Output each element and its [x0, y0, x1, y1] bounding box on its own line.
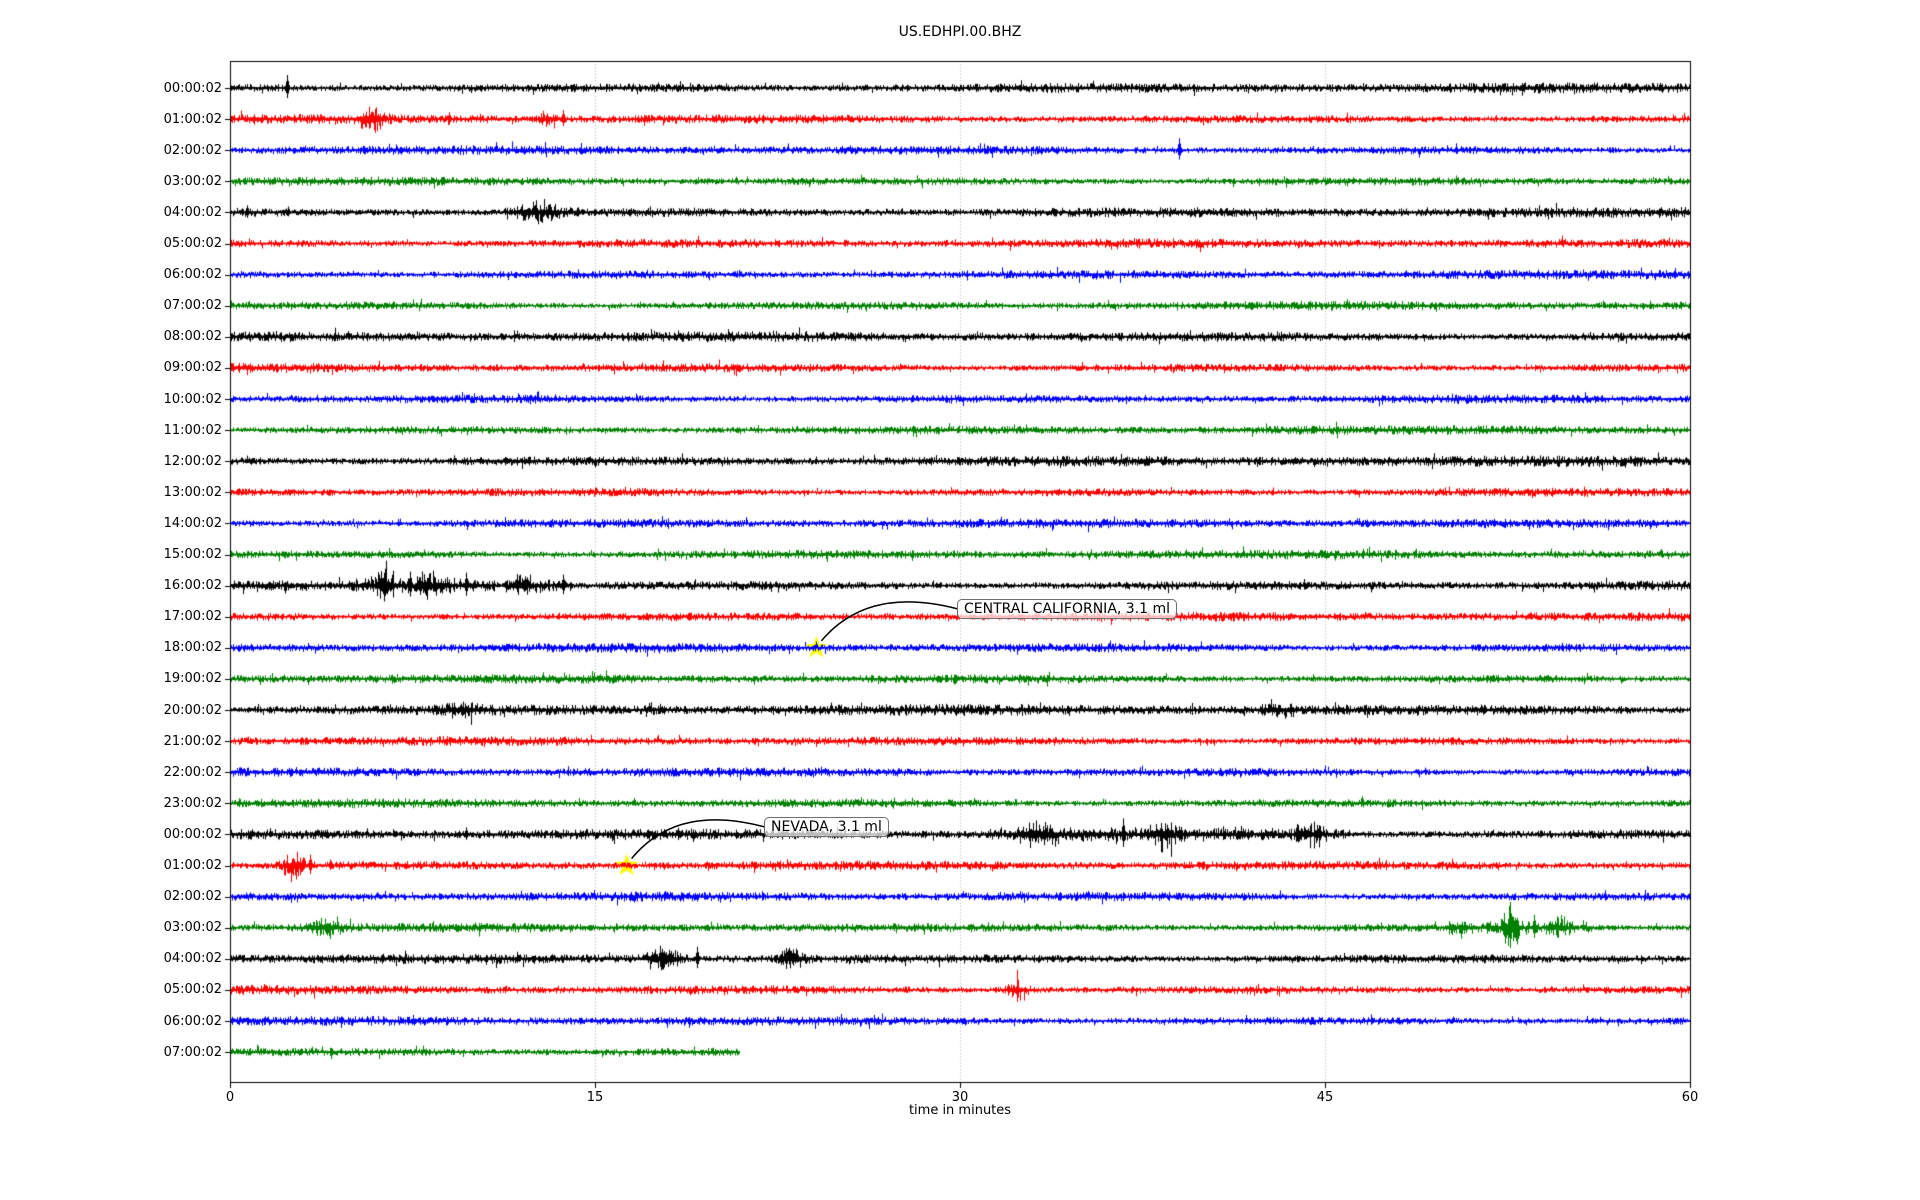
y-axis-label: 07:00:02: [163, 1044, 222, 1060]
y-axis-label: 22:00:02: [163, 764, 222, 780]
y-axis-label: 18:00:02: [163, 640, 222, 656]
y-axis-label: 06:00:02: [163, 267, 222, 283]
x-tick-label: 60: [1681, 1090, 1699, 1105]
y-axis-label: 20:00:02: [163, 702, 222, 718]
y-axis-label: 08:00:02: [163, 329, 222, 345]
figure-title: US.EDHPI.00.BHZ: [898, 24, 1022, 40]
y-axis-label: 12:00:02: [163, 453, 222, 469]
x-tick-label: 45: [1316, 1090, 1334, 1105]
y-axis-label: 03:00:02: [163, 920, 222, 936]
y-axis-label: 06:00:02: [163, 1013, 222, 1029]
y-axis-label: 01:00:02: [163, 858, 222, 873]
y-axis-label: 13:00:02: [163, 484, 222, 500]
y-axis-label: 09:00:02: [163, 360, 222, 376]
x-tick-label: 0: [225, 1090, 235, 1105]
y-axis-label: 05:00:02: [163, 982, 222, 998]
y-axis-label: 04:00:02: [163, 204, 222, 220]
y-axis-label: 17:00:02: [163, 609, 222, 625]
y-axis-label: 21:00:02: [163, 733, 222, 749]
y-axis-label: 00:00:02: [163, 826, 222, 842]
y-axis-label: 07:00:02: [163, 298, 222, 314]
event-annotation-central-california: CENTRAL CALIFORNIA, 3.1 ml: [957, 599, 1178, 619]
y-axis-label: 14:00:02: [163, 515, 222, 531]
y-axis-label: 15:00:02: [163, 547, 222, 562]
event-annotation-nevada: NEVADA, 3.1 ml: [764, 817, 889, 837]
x-tick-label: 15: [586, 1090, 604, 1105]
y-axis-label: 23:00:02: [163, 795, 222, 811]
y-axis-label: 01:00:02: [163, 111, 222, 127]
y-axis-label: 02:00:02: [163, 142, 222, 158]
y-axis-label: 10:00:02: [163, 391, 222, 407]
y-axis-label: 00:00:02: [163, 80, 222, 96]
y-axis-label: 03:00:02: [163, 173, 222, 189]
y-axis-label: 04:00:02: [163, 951, 222, 967]
x-axis-title: time in minutes: [908, 1103, 1012, 1118]
y-axis-label: 19:00:02: [163, 671, 222, 687]
y-axis-label: 05:00:02: [163, 236, 222, 251]
x-tick-label: 30: [951, 1090, 969, 1105]
y-axis-label: 11:00:02: [163, 422, 222, 438]
y-axis-label: 16:00:02: [163, 578, 222, 594]
y-axis-label: 02:00:02: [163, 889, 222, 905]
